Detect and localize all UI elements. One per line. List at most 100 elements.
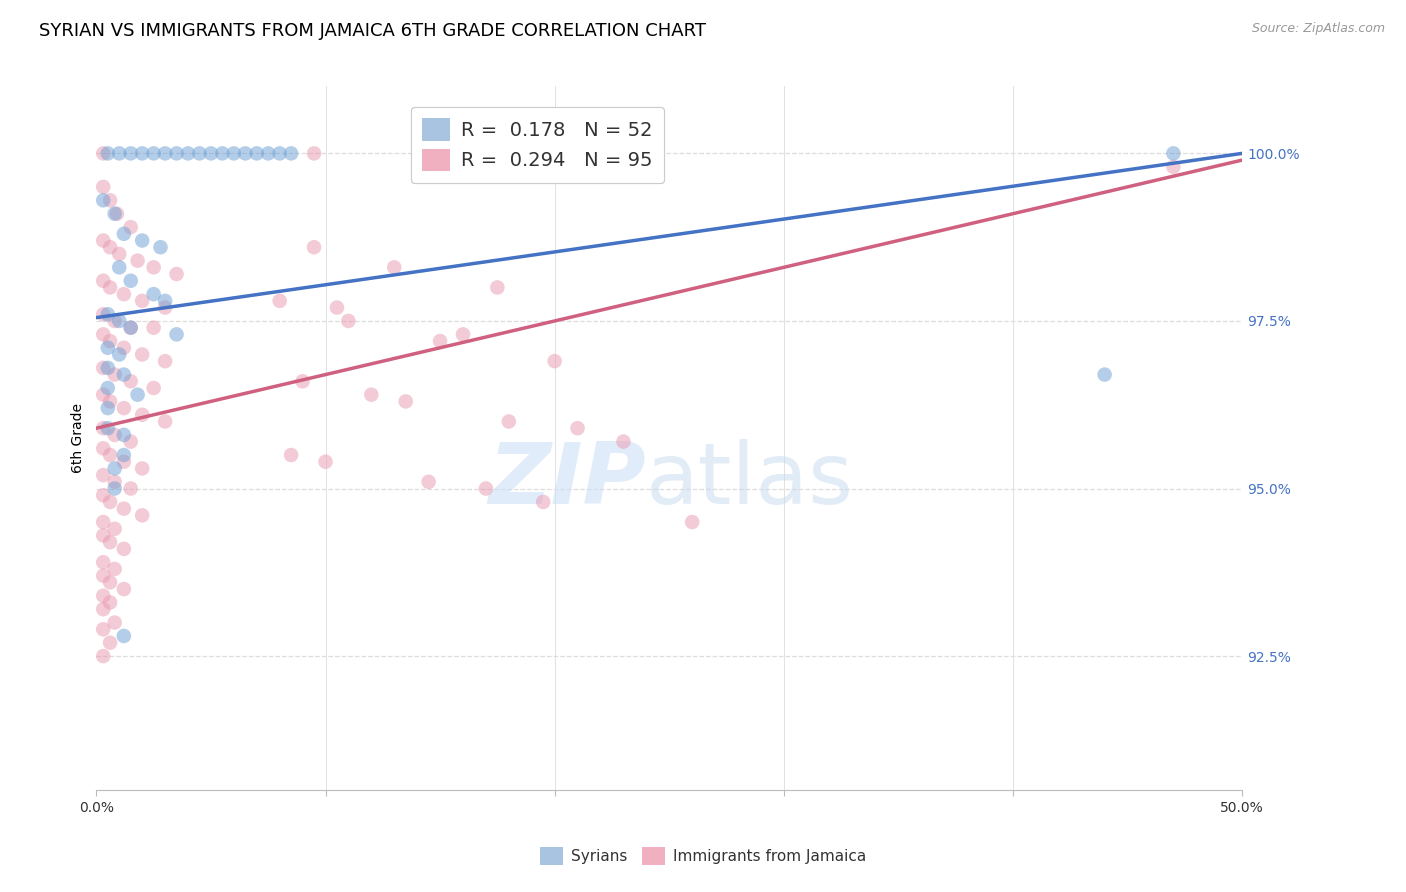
Point [91, 555, 114, 569]
Point [91, 274, 114, 288]
Point [98, 635, 121, 649]
Point [302, 240, 325, 254]
Point [91, 528, 114, 542]
Point [131, 293, 153, 308]
Point [142, 287, 165, 301]
Point [120, 863, 142, 878]
Point [91, 180, 114, 194]
Point [112, 368, 135, 382]
Point [127, 253, 149, 268]
Point [112, 428, 135, 442]
Point [112, 501, 135, 516]
Point [142, 260, 165, 275]
Point [177, 146, 200, 161]
Point [105, 207, 128, 221]
Point [104, 615, 127, 630]
Point [104, 461, 127, 475]
Point [91, 307, 114, 321]
Point [120, 320, 142, 334]
Point [104, 428, 127, 442]
Point [91, 649, 114, 664]
Point [91, 194, 114, 208]
Point [97, 307, 120, 321]
Point [112, 227, 135, 241]
Point [291, 374, 314, 388]
Point [97, 360, 120, 375]
Point [127, 387, 149, 401]
Point [153, 415, 176, 429]
Point [120, 274, 142, 288]
Point [1163, 160, 1185, 174]
Point [98, 495, 121, 509]
Point [531, 495, 554, 509]
Point [142, 146, 165, 161]
Point [233, 146, 256, 161]
Point [97, 146, 120, 161]
Point [120, 482, 142, 496]
Point [166, 267, 188, 281]
Text: SYRIAN VS IMMIGRANTS FROM JAMAICA 6TH GRADE CORRELATION CHART: SYRIAN VS IMMIGRANTS FROM JAMAICA 6TH GR… [39, 22, 706, 40]
Point [302, 146, 325, 161]
Point [97, 341, 120, 355]
Point [104, 207, 127, 221]
Point [112, 541, 135, 556]
Point [486, 280, 509, 294]
Point [337, 314, 360, 328]
Point [91, 146, 114, 161]
Point [91, 488, 114, 502]
Point [91, 234, 114, 248]
Point [269, 293, 291, 308]
Point [612, 434, 634, 449]
Point [326, 301, 349, 315]
Point [97, 381, 120, 395]
Point [91, 360, 114, 375]
Point [108, 347, 131, 361]
Text: Source: ZipAtlas.com: Source: ZipAtlas.com [1251, 22, 1385, 36]
Point [120, 220, 142, 235]
Point [98, 280, 121, 294]
Point [98, 595, 121, 609]
Y-axis label: 6th Grade: 6th Grade [72, 403, 86, 474]
Point [257, 146, 280, 161]
Point [108, 314, 131, 328]
Point [1163, 146, 1185, 161]
Point [567, 421, 589, 435]
Point [429, 334, 451, 348]
Point [681, 515, 703, 529]
Point [104, 475, 127, 489]
Point [498, 415, 520, 429]
Point [153, 293, 176, 308]
Point [91, 421, 114, 435]
Point [395, 394, 418, 409]
Point [131, 408, 153, 422]
Point [153, 354, 176, 368]
Point [98, 575, 121, 590]
Point [120, 374, 142, 388]
Point [91, 387, 114, 401]
Point [475, 482, 498, 496]
Point [142, 320, 165, 334]
Point [222, 146, 245, 161]
Point [543, 354, 565, 368]
Point [142, 381, 165, 395]
Point [91, 515, 114, 529]
Point [120, 146, 142, 161]
Text: ZIP: ZIP [489, 439, 647, 522]
Point [120, 434, 142, 449]
Point [211, 146, 233, 161]
Point [112, 629, 135, 643]
Point [91, 589, 114, 603]
Point [149, 240, 172, 254]
Point [153, 146, 176, 161]
Point [98, 394, 121, 409]
Point [104, 368, 127, 382]
Point [104, 562, 127, 576]
Point [382, 260, 405, 275]
Point [131, 347, 153, 361]
Point [91, 442, 114, 456]
Point [131, 234, 153, 248]
Point [418, 475, 440, 489]
Point [98, 535, 121, 549]
Point [91, 602, 114, 616]
Legend: R =  0.178   N = 52, R =  0.294   N = 95: R = 0.178 N = 52, R = 0.294 N = 95 [411, 107, 664, 183]
